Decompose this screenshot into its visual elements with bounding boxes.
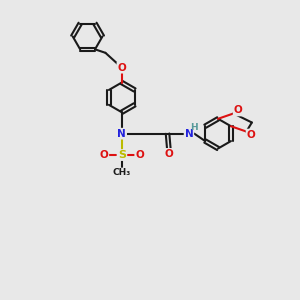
Text: O: O xyxy=(247,130,255,140)
Text: N: N xyxy=(117,129,126,139)
Text: CH₃: CH₃ xyxy=(112,168,131,177)
Text: N: N xyxy=(184,129,193,139)
Text: O: O xyxy=(117,63,126,73)
Text: O: O xyxy=(100,150,108,160)
Text: S: S xyxy=(118,150,126,160)
Text: O: O xyxy=(234,106,242,116)
Text: O: O xyxy=(165,149,173,159)
Text: H: H xyxy=(190,123,198,132)
Text: O: O xyxy=(135,150,144,160)
